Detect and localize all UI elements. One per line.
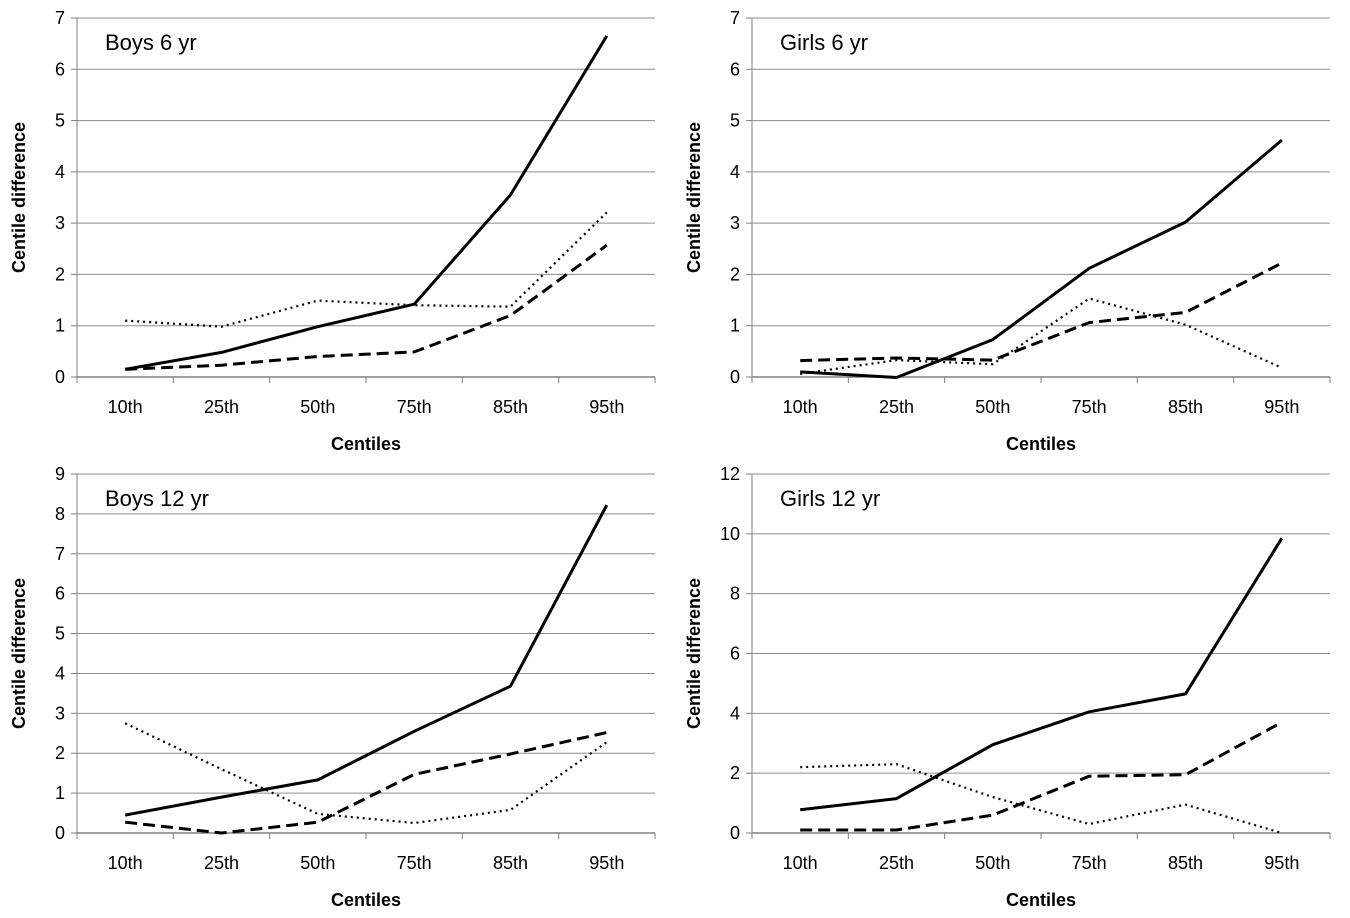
x-tick-label: 10th xyxy=(108,397,143,417)
y-tick-label: 1 xyxy=(55,316,65,336)
x-tick-label: 75th xyxy=(397,853,432,873)
chart-panel-girls-6: 0 1 2 3 4 5 6 7 10th 25th 50th 75th 85th 95th Centiles… xyxy=(675,0,1350,456)
x-tick-label: 95th xyxy=(1264,397,1299,417)
y-tick-label: 6 xyxy=(55,59,65,79)
x-tick-label: 75th xyxy=(1072,397,1107,417)
y-tick-label: 2 xyxy=(730,264,740,284)
x-tick-label: 75th xyxy=(1072,853,1107,873)
series-line-solid xyxy=(124,504,609,817)
y-tick-label: 3 xyxy=(55,703,65,723)
panel-title: Boys 6 yr xyxy=(105,30,197,55)
y-tick-label: 6 xyxy=(730,59,740,79)
series-line-dotted xyxy=(800,297,1283,375)
x-tick-label: 95th xyxy=(589,853,624,873)
y-tick-label: 12 xyxy=(720,464,740,484)
y-tick-label: 8 xyxy=(55,504,65,524)
x-axis-title: Centiles xyxy=(331,434,401,454)
y-axis-title: Centile difference xyxy=(9,122,29,273)
x-tick-label: 85th xyxy=(493,853,528,873)
y-tick-label: 0 xyxy=(730,367,740,387)
y-tick-label: 0 xyxy=(730,823,740,843)
x-tick-label: 10th xyxy=(783,853,818,873)
x-tick-label: 10th xyxy=(108,853,143,873)
y-tick-label: 2 xyxy=(55,264,65,284)
y-tick-label: 2 xyxy=(55,743,65,763)
y-tick-label: 4 xyxy=(730,162,740,182)
panel-title: Girls 12 yr xyxy=(780,486,880,511)
panel-title: Girls 6 yr xyxy=(780,30,868,55)
y-tick-label: 4 xyxy=(55,162,65,182)
series-line-dashed xyxy=(800,720,1283,832)
y-tick-label: 5 xyxy=(55,111,65,131)
y-tick-label: 7 xyxy=(730,8,740,28)
x-axis-title: Centiles xyxy=(331,890,401,910)
y-tick-label: 3 xyxy=(730,213,740,233)
x-axis-title: Centiles xyxy=(1006,890,1076,910)
series-line-dotted xyxy=(800,763,1283,835)
y-axis-title: Centile difference xyxy=(684,578,704,729)
series-line-solid xyxy=(124,35,609,371)
x-tick-label: 25th xyxy=(204,397,239,417)
panel-title: Boys 12 yr xyxy=(105,486,209,511)
y-tick-label: 6 xyxy=(55,584,65,604)
y-tick-label: 7 xyxy=(55,8,65,28)
x-tick-label: 85th xyxy=(1168,853,1203,873)
x-tick-label: 75th xyxy=(397,397,432,417)
y-tick-label: 3 xyxy=(55,213,65,233)
y-axis-title: Centile difference xyxy=(9,578,29,729)
y-tick-label: 4 xyxy=(55,663,65,683)
series-line-dotted xyxy=(125,211,608,328)
x-axis-title: Centiles xyxy=(1006,434,1076,454)
series-line-dashed xyxy=(125,731,608,835)
x-tick-label: 50th xyxy=(975,397,1010,417)
x-tick-label: 50th xyxy=(975,853,1010,873)
y-axis-title: Centile difference xyxy=(684,122,704,273)
x-tick-label: 95th xyxy=(589,397,624,417)
x-tick-label: 95th xyxy=(1264,853,1299,873)
x-tick-label: 50th xyxy=(300,397,335,417)
chart-svg-boys-12: 0 1 2 3 4 5 6 7 8 9 10th 25th 50th 75th 85th 95th Centil… xyxy=(9,464,656,910)
series-line-dashed xyxy=(125,243,608,371)
chart-svg-girls-6: 0 1 2 3 4 5 6 7 10th 25th 50th 75th 85th 95th Centiles… xyxy=(684,8,1331,454)
y-tick-label: 7 xyxy=(55,544,65,564)
series-line-dotted xyxy=(124,722,608,825)
y-tick-label: 10 xyxy=(720,524,740,544)
y-tick-label: 1 xyxy=(730,316,740,336)
series-line-solid xyxy=(800,537,1284,812)
y-tick-label: 0 xyxy=(55,823,65,843)
y-tick-label: 9 xyxy=(55,464,65,484)
y-tick-label: 0 xyxy=(55,367,65,387)
series-line-solid xyxy=(800,138,1283,379)
chart-svg-girls-12: 0 2 4 6 8 10 12 10th 25th 50th 75th 85th 95th Centile… xyxy=(684,464,1331,910)
x-tick-label: 85th xyxy=(493,397,528,417)
y-tick-label: 2 xyxy=(730,763,740,783)
y-tick-label: 6 xyxy=(730,644,740,664)
y-tick-label: 1 xyxy=(55,783,65,803)
chart-svg-boys-6: 0 1 2 3 4 5 6 7 10th 25th 50th 75th 85th 95th Centiles… xyxy=(9,8,656,454)
x-tick-label: 25th xyxy=(879,397,914,417)
x-tick-label: 10th xyxy=(783,397,818,417)
chart-panel-boys-6: 0 1 2 3 4 5 6 7 10th 25th 50th 75th 85th 95th Centiles… xyxy=(0,0,675,456)
y-tick-label: 5 xyxy=(55,624,65,644)
y-tick-label: 4 xyxy=(730,703,740,723)
chart-panel-boys-12: 0 1 2 3 4 5 6 7 8 9 10th 25th 50th 75th 85th 95th Centil… xyxy=(0,456,675,913)
x-tick-label: 25th xyxy=(879,853,914,873)
chart-panel-girls-12: 0 2 4 6 8 10 12 10th 25th 50th 75th 85th 95th Centile… xyxy=(675,456,1350,913)
y-tick-label: 8 xyxy=(730,584,740,604)
y-tick-label: 5 xyxy=(730,111,740,131)
x-tick-label: 25th xyxy=(204,853,239,873)
x-tick-label: 50th xyxy=(300,853,335,873)
x-tick-label: 85th xyxy=(1168,397,1203,417)
series-line-dashed xyxy=(800,261,1283,363)
